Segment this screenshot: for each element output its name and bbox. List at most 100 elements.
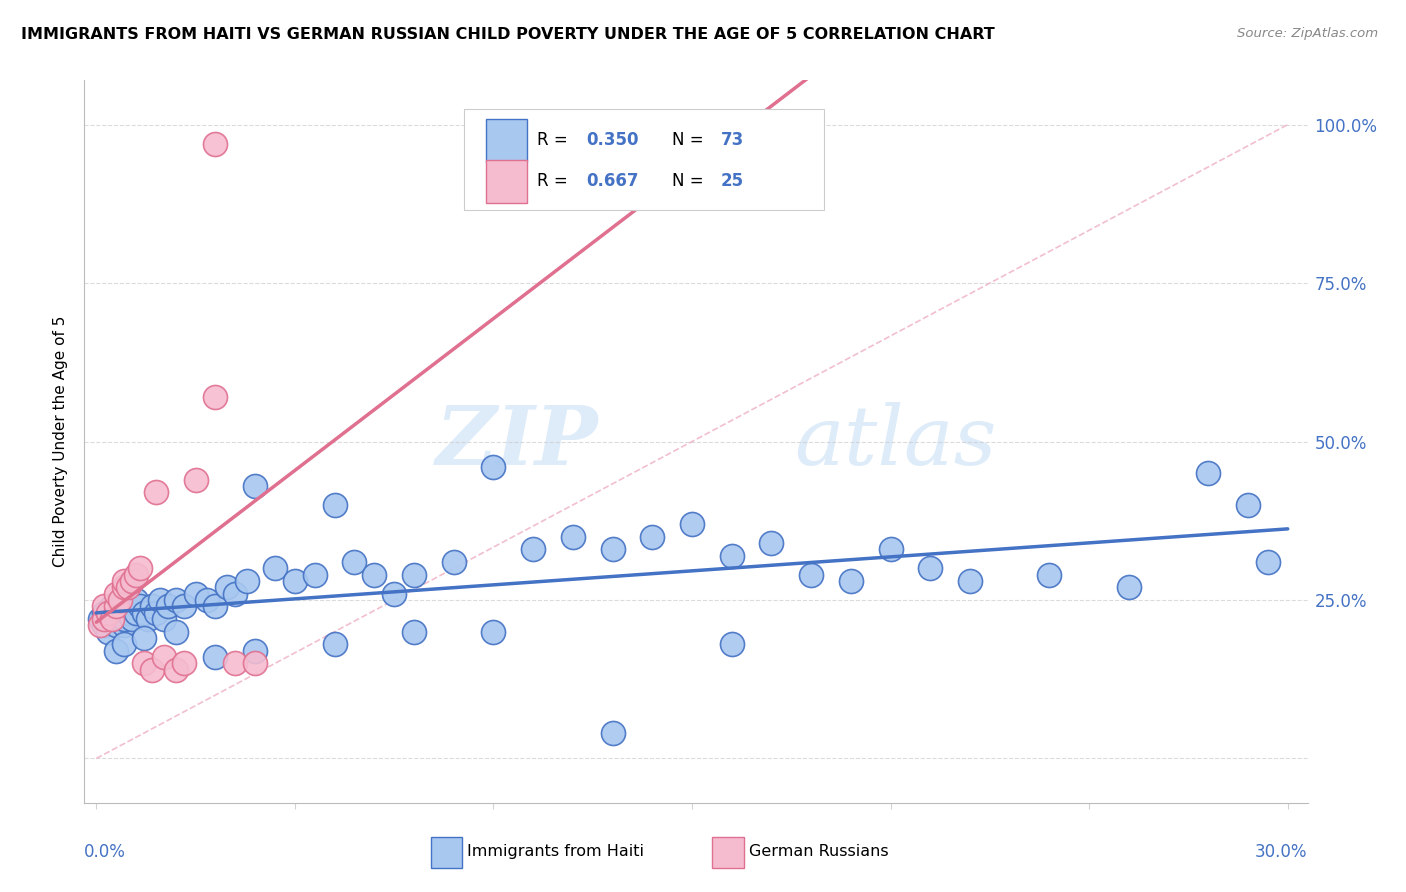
Point <box>959 574 981 588</box>
Y-axis label: Child Poverty Under the Age of 5: Child Poverty Under the Age of 5 <box>53 316 69 567</box>
Point <box>204 599 226 614</box>
Point <box>382 587 405 601</box>
Point <box>800 567 823 582</box>
Point <box>141 599 163 614</box>
Point <box>108 612 131 626</box>
Point <box>402 624 425 639</box>
Point <box>117 593 139 607</box>
Point <box>561 530 583 544</box>
Point <box>236 574 259 588</box>
Point <box>112 612 135 626</box>
Text: 73: 73 <box>720 131 744 149</box>
Point <box>204 650 226 665</box>
Point <box>105 606 128 620</box>
Point <box>101 612 124 626</box>
Point <box>720 549 742 563</box>
Point <box>402 567 425 582</box>
Text: 25: 25 <box>720 172 744 190</box>
Point <box>173 657 195 671</box>
Point <box>117 580 139 594</box>
Point <box>224 657 246 671</box>
Point <box>149 593 172 607</box>
Point <box>482 624 505 639</box>
Point <box>112 574 135 588</box>
Text: R =: R = <box>537 131 574 149</box>
Point <box>243 643 266 657</box>
Point <box>761 536 783 550</box>
Point <box>125 567 148 582</box>
Point <box>105 643 128 657</box>
Text: Source: ZipAtlas.com: Source: ZipAtlas.com <box>1237 27 1378 40</box>
Point <box>522 542 544 557</box>
Point <box>101 612 124 626</box>
Text: atlas: atlas <box>794 401 997 482</box>
FancyBboxPatch shape <box>485 161 527 202</box>
Point <box>112 618 135 632</box>
Point <box>323 498 346 512</box>
Point <box>105 587 128 601</box>
Point <box>152 612 174 626</box>
FancyBboxPatch shape <box>430 838 463 868</box>
Text: German Russians: German Russians <box>748 845 889 859</box>
Point <box>323 637 346 651</box>
Point <box>482 459 505 474</box>
Point <box>97 606 120 620</box>
Text: Immigrants from Haiti: Immigrants from Haiti <box>467 845 644 859</box>
FancyBboxPatch shape <box>464 109 824 211</box>
Point <box>132 657 155 671</box>
Text: N =: N = <box>672 131 709 149</box>
Point <box>343 555 366 569</box>
Point <box>105 618 128 632</box>
Point <box>304 567 326 582</box>
Point <box>145 485 167 500</box>
Point <box>243 657 266 671</box>
Point <box>141 663 163 677</box>
Point <box>204 136 226 151</box>
Text: 30.0%: 30.0% <box>1256 843 1308 861</box>
Point <box>93 599 115 614</box>
FancyBboxPatch shape <box>711 838 744 868</box>
Point <box>97 624 120 639</box>
Point <box>363 567 385 582</box>
Point <box>1257 555 1279 569</box>
Point <box>1118 580 1140 594</box>
Point <box>920 561 942 575</box>
Text: 0.0%: 0.0% <box>84 843 127 861</box>
Point <box>93 606 115 620</box>
Point <box>132 631 155 645</box>
Point <box>145 606 167 620</box>
Point <box>108 593 131 607</box>
Point <box>165 593 187 607</box>
Point <box>197 593 219 607</box>
Text: 0.667: 0.667 <box>586 172 638 190</box>
Point <box>681 516 703 531</box>
Point <box>136 612 159 626</box>
Point <box>879 542 901 557</box>
Point <box>132 606 155 620</box>
Point <box>204 390 226 404</box>
Text: R =: R = <box>537 172 574 190</box>
Point <box>152 650 174 665</box>
Point <box>165 624 187 639</box>
Point <box>839 574 862 588</box>
Text: N =: N = <box>672 172 709 190</box>
Point <box>129 561 152 575</box>
Point <box>121 612 143 626</box>
Point <box>1237 498 1260 512</box>
Point <box>224 587 246 601</box>
Point <box>121 574 143 588</box>
Point <box>1197 467 1219 481</box>
Point <box>129 599 152 614</box>
Point <box>93 612 115 626</box>
Point <box>641 530 664 544</box>
Point <box>165 663 187 677</box>
Point <box>284 574 307 588</box>
Point <box>97 612 120 626</box>
Point <box>156 599 179 614</box>
Point <box>101 599 124 614</box>
Point <box>117 606 139 620</box>
Point <box>720 637 742 651</box>
Point <box>443 555 465 569</box>
Point <box>125 593 148 607</box>
Point <box>125 606 148 620</box>
